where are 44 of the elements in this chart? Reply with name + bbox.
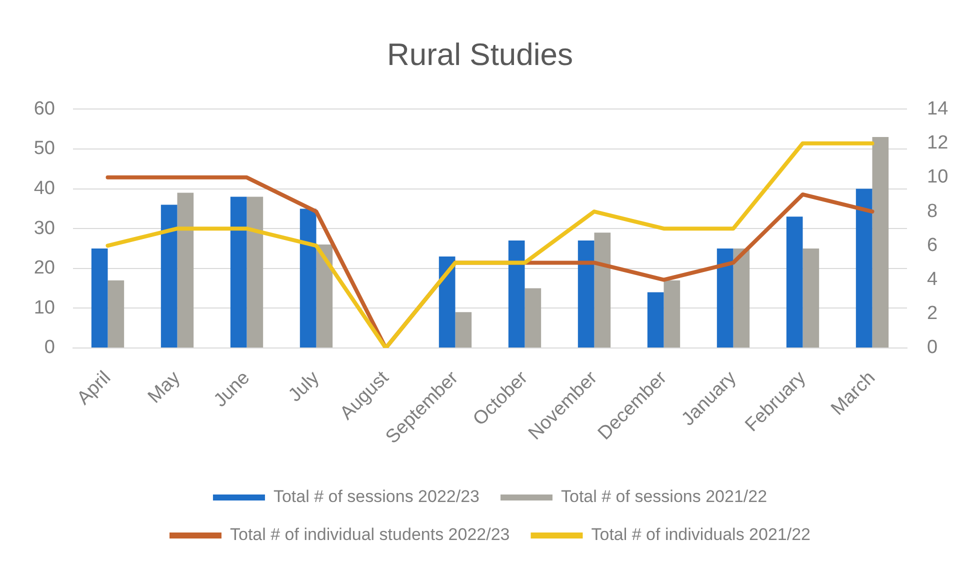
y2-tick-label: 10 [927,166,948,188]
bar [856,188,872,348]
bar [647,292,664,348]
y-tick-label: 0 [44,337,55,358]
bar [594,232,611,348]
y2-tick-label: 6 [927,234,938,256]
y2-tick-label: 0 [927,337,938,358]
bar [664,280,680,348]
bar [524,288,542,348]
y-tick-label: 30 [34,218,55,239]
bar [578,240,594,348]
bar [177,192,194,348]
legend-label: Total # of individual students 2022/23 [230,525,510,544]
x-tick-label: May [144,367,185,408]
bar [108,280,124,348]
y-tick-label: 10 [34,297,55,318]
bar [316,244,333,348]
bar [230,196,247,348]
legend-label: Total # of sessions 2021/22 [561,487,768,506]
y-tick-label: 50 [34,138,55,160]
y-tick-label: 60 [34,98,55,120]
bar [716,248,734,348]
y2-tick-label: 4 [927,269,938,290]
bar [455,312,472,348]
bar [786,216,803,348]
y-tick-label: 40 [34,178,55,200]
bar [733,248,750,348]
bar [802,248,820,348]
x-tick-label: July [284,367,324,406]
y2-tick-label: 12 [927,132,948,154]
bar [246,196,264,348]
bar [872,137,889,348]
y2-tick-label: 8 [927,200,938,222]
y2-tick-label: 14 [927,98,949,120]
y2-tick-label: 2 [927,303,938,324]
bar [508,240,525,348]
chart-title: Rural Studies [386,37,574,72]
bar [91,248,108,348]
legend-label: Total # of individuals 2021/22 [591,525,811,544]
y-tick-label: 20 [34,258,55,279]
legend-label: Total # of sessions 2022/23 [273,487,480,506]
bar [438,256,456,348]
bar [300,208,316,348]
bar [160,204,178,348]
